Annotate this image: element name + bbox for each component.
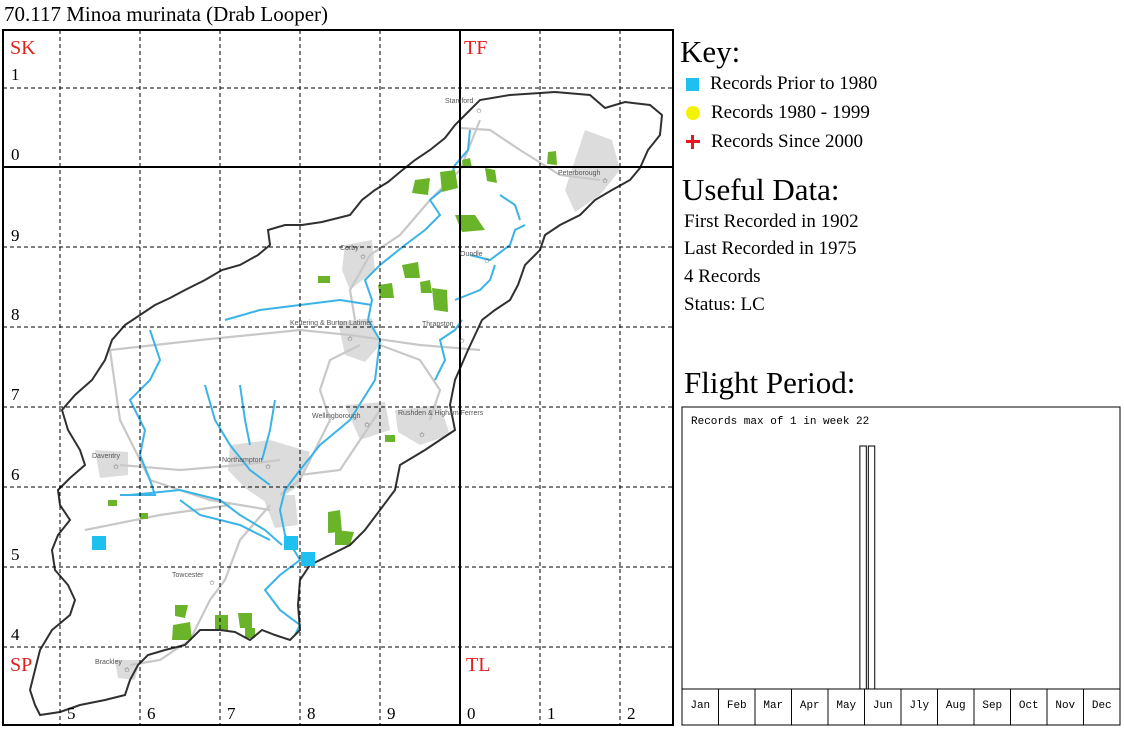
chart-caption: Records max of 1 in week 22 <box>691 416 869 428</box>
month-label: Feb <box>727 700 747 712</box>
week-bar <box>859 445 867 690</box>
key-item-label: Records Since 2000 <box>711 131 863 152</box>
town-label: Northampton <box>222 457 263 464</box>
row-label: 8 <box>11 305 20 324</box>
col-label: 5 <box>67 704 76 723</box>
town-star: ✩ <box>602 177 608 185</box>
square-label-sk: SK <box>10 37 36 59</box>
last-recorded: Last Recorded in 1975 <box>684 238 857 259</box>
town-star: ✩ <box>459 337 465 345</box>
month-label: Mar <box>763 700 783 712</box>
month-label: Jan <box>690 700 710 712</box>
flight-period-title: Flight Period: <box>684 365 856 400</box>
town-star: ✩ <box>209 579 215 587</box>
square-label-sp: SP <box>10 654 32 676</box>
key-item-pre-1980: Records Prior to 1980 <box>686 72 877 96</box>
key-item-1980-1999: Records 1980 - 1999 <box>686 101 870 125</box>
row-label: 6 <box>11 465 20 484</box>
month-cell <box>1083 688 1121 726</box>
town-label: Rushden & Higham Ferrers <box>398 410 484 417</box>
distribution-map: ✩ ✩ ✩ ✩ ✩ ✩ ✩ ✩ ✩ ✩ ✩ ✩ Stamford Peterbo… <box>2 29 674 726</box>
woodland-patches <box>108 151 557 640</box>
town-star: ✩ <box>476 107 482 115</box>
records-prior-1980 <box>92 536 315 566</box>
town-star: ✩ <box>265 463 271 471</box>
col-labels: 5 6 7 8 9 0 1 2 <box>67 704 636 723</box>
grid-lines <box>3 30 673 725</box>
town-star: ✩ <box>484 257 490 265</box>
month-label: Dec <box>1092 700 1112 712</box>
first-recorded: First Recorded in 1902 <box>684 211 859 232</box>
town-label: Peterborough <box>558 170 601 177</box>
town-star: ✩ <box>364 421 370 429</box>
county-boundary <box>28 90 664 717</box>
town-label: Kettering & Burton Latimer <box>290 320 373 327</box>
record-count: 4 Records <box>684 266 761 287</box>
month-label: May <box>836 700 856 712</box>
square-label-tf: TF <box>464 37 487 59</box>
month-label: Oct <box>1019 700 1039 712</box>
col-label: 0 <box>467 704 476 723</box>
square-label-tl: TL <box>466 654 490 676</box>
town-star: ✩ <box>347 335 353 343</box>
month-label: Sep <box>982 700 1002 712</box>
town-label: Brackley <box>95 659 122 666</box>
town-star: ✩ <box>124 666 130 674</box>
town-markers: ✩ ✩ ✩ ✩ ✩ ✩ ✩ ✩ ✩ ✩ ✩ ✩ <box>113 107 608 674</box>
month-label: Apr <box>800 700 820 712</box>
col-label: 6 <box>147 704 156 723</box>
town-star: ✩ <box>360 253 366 261</box>
row-label: 1 <box>11 65 20 84</box>
row-label: 5 <box>11 545 20 564</box>
town-labels: Stamford Peterborough Corby Oundle Kette… <box>92 98 601 666</box>
status: Status: LC <box>684 294 765 315</box>
month-label: Jly <box>909 700 929 712</box>
urban-areas <box>95 130 620 680</box>
chart-frame <box>681 406 1121 726</box>
row-labels: 1 0 9 8 7 6 5 4 <box>11 65 20 644</box>
key-item-label: Records Prior to 1980 <box>710 73 878 94</box>
town-star: ✩ <box>419 431 425 439</box>
square-labels: SK TF SP TL <box>10 37 490 676</box>
chart-month-axis: Jan Feb Mar Apr May Jun Jly Aug Sep Oct Nov Dec <box>681 688 1121 726</box>
town-star: ✩ <box>113 463 119 471</box>
record-marker <box>92 536 106 550</box>
town-label: Stamford <box>445 98 474 105</box>
key-item-since-2000: Records Since 2000 <box>686 130 863 154</box>
row-label: 4 <box>11 625 20 644</box>
town-label: Daventry <box>92 453 121 460</box>
blue-square-icon <box>686 77 699 91</box>
row-label: 9 <box>11 226 20 245</box>
key-title: Key: <box>680 34 741 69</box>
col-label: 8 <box>307 704 316 723</box>
page-title: 70.117 Minoa murinata (Drab Looper) <box>4 2 329 26</box>
col-label: 9 <box>387 704 396 723</box>
town-label: Oundle <box>460 251 483 258</box>
town-label: Thrapston <box>422 321 454 328</box>
town-label: Corby <box>340 245 359 252</box>
col-label: 7 <box>227 704 236 723</box>
useful-data-title: Useful Data: <box>682 172 840 207</box>
yellow-circle-icon <box>686 106 700 120</box>
flight-period-chart: Records max of 1 in week 22 Jan Feb Mar Apr… <box>681 406 1121 726</box>
row-label: 7 <box>11 385 20 404</box>
col-label: 2 <box>627 704 636 723</box>
week-bar <box>867 445 876 690</box>
month-label: Nov <box>1055 700 1075 712</box>
town-label: Towcester <box>172 572 204 579</box>
square-boundaries <box>2 29 674 726</box>
record-marker <box>301 552 315 566</box>
month-label: Aug <box>946 700 966 712</box>
red-cross-icon <box>686 135 700 149</box>
town-label: Wellingborough <box>312 413 361 420</box>
key-item-label: Records 1980 - 1999 <box>711 102 870 123</box>
month-label: Jun <box>873 700 893 712</box>
col-label: 1 <box>547 704 556 723</box>
row-label: 0 <box>11 145 20 164</box>
record-marker <box>284 536 298 550</box>
roads <box>84 119 601 667</box>
